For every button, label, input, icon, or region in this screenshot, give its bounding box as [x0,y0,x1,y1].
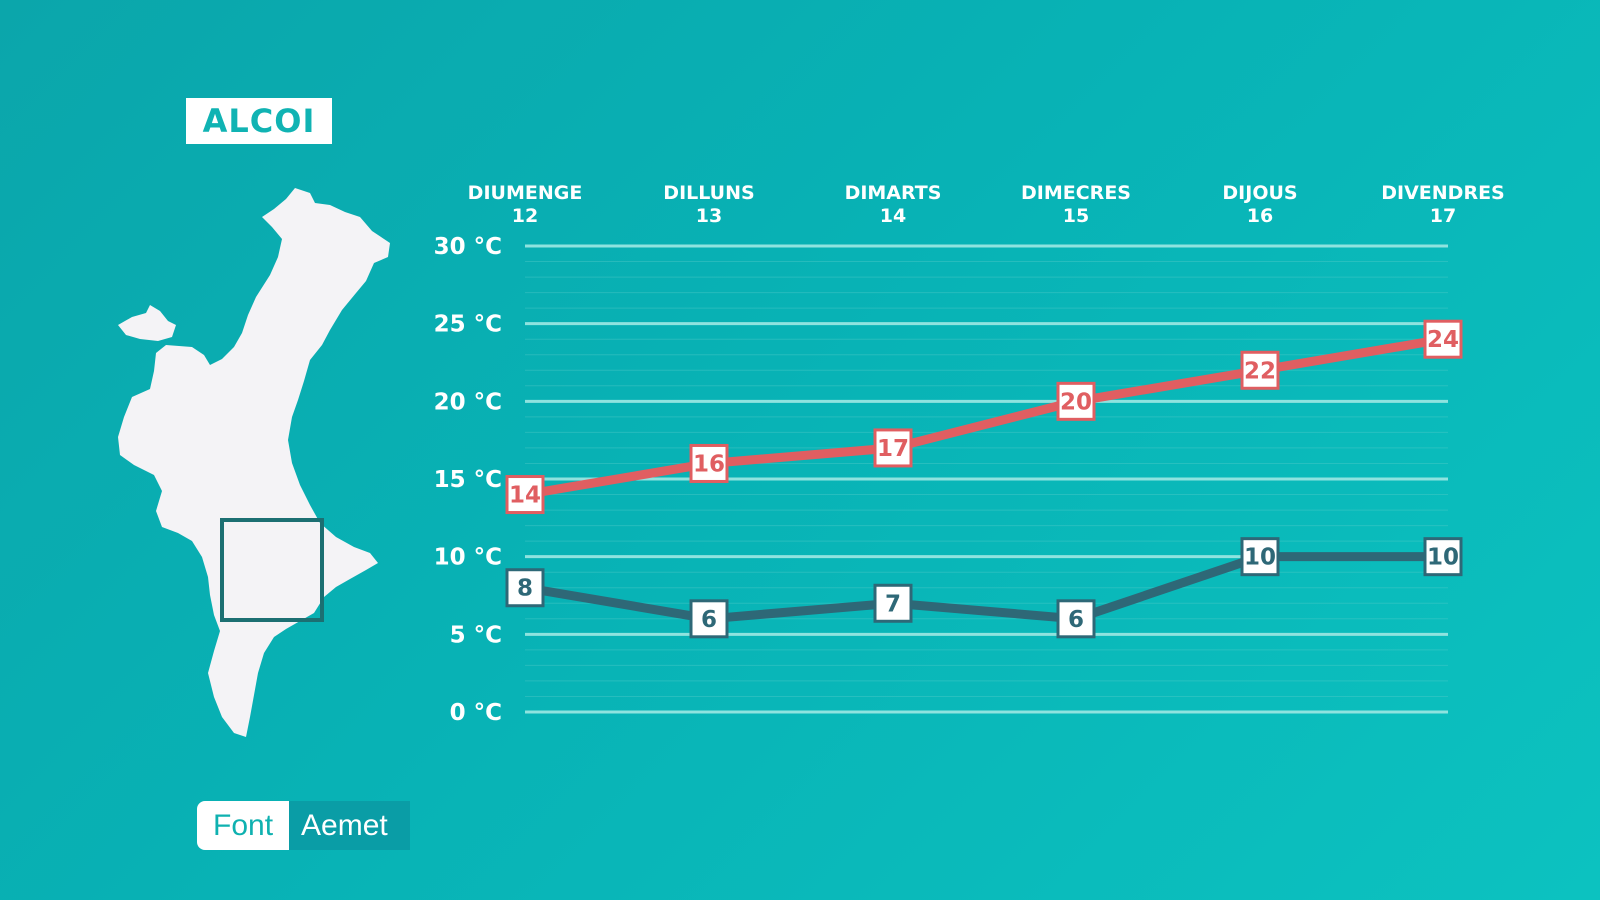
data-point-max [1240,350,1280,390]
series-line-min [520,552,1448,624]
y-tick-label: 20 °C [434,389,502,415]
location-title: ALCOI [202,102,316,140]
date-label: 17 [1430,205,1456,227]
source-value: Aemet [289,801,410,850]
data-label-max: 20 [1060,389,1092,415]
data-point-min [873,583,913,623]
source-label: Font [197,801,290,850]
data-point-min [689,599,729,639]
date-label: 14 [880,205,906,227]
data-label-max: 24 [1427,327,1459,353]
data-point-min [1423,537,1463,577]
y-tick-label: 15 °C [434,467,502,493]
valencia-region-map-icon [118,188,390,737]
day-label: DIMARTS [845,182,942,204]
y-tick-label: 0 °C [450,700,502,726]
data-label-max: 16 [693,451,725,477]
day-label: DIJOUS [1222,182,1297,204]
data-point-max [1056,381,1096,421]
data-point-min [1056,599,1096,639]
day-label: DIUMENGE [468,182,583,204]
data-label-max: 22 [1244,358,1276,384]
data-label-min: 6 [701,607,717,633]
y-tick-label: 25 °C [434,312,502,338]
data-point-min [505,568,545,608]
data-label-min: 7 [885,591,901,617]
series-line-max [520,334,1448,500]
location-title-box: ALCOI [186,98,332,144]
data-point-min [1240,537,1280,577]
y-tick-label: 5 °C [450,622,502,648]
source-badge: Font Aemet [197,801,410,850]
data-point-max [1423,319,1463,359]
date-label: 13 [696,205,722,227]
data-point-max [689,443,729,483]
data-label-min: 8 [517,576,533,602]
y-tick-label: 10 °C [434,545,502,571]
y-tick-label: 30 °C [434,234,502,260]
date-label: 15 [1063,205,1089,227]
date-label: 16 [1247,205,1273,227]
data-point-max [505,475,545,515]
data-point-max [873,428,913,468]
day-label: DIMECRES [1021,182,1131,204]
data-label-min: 6 [1068,607,1084,633]
data-label-max: 14 [509,483,541,509]
date-label: 12 [512,205,538,227]
day-label: DILLUNS [663,182,754,204]
data-label-min: 10 [1244,545,1276,571]
data-label-min: 10 [1427,545,1459,571]
day-label: DIVENDRES [1381,182,1505,204]
location-highlight-box [220,518,324,622]
data-label-max: 17 [877,436,909,462]
